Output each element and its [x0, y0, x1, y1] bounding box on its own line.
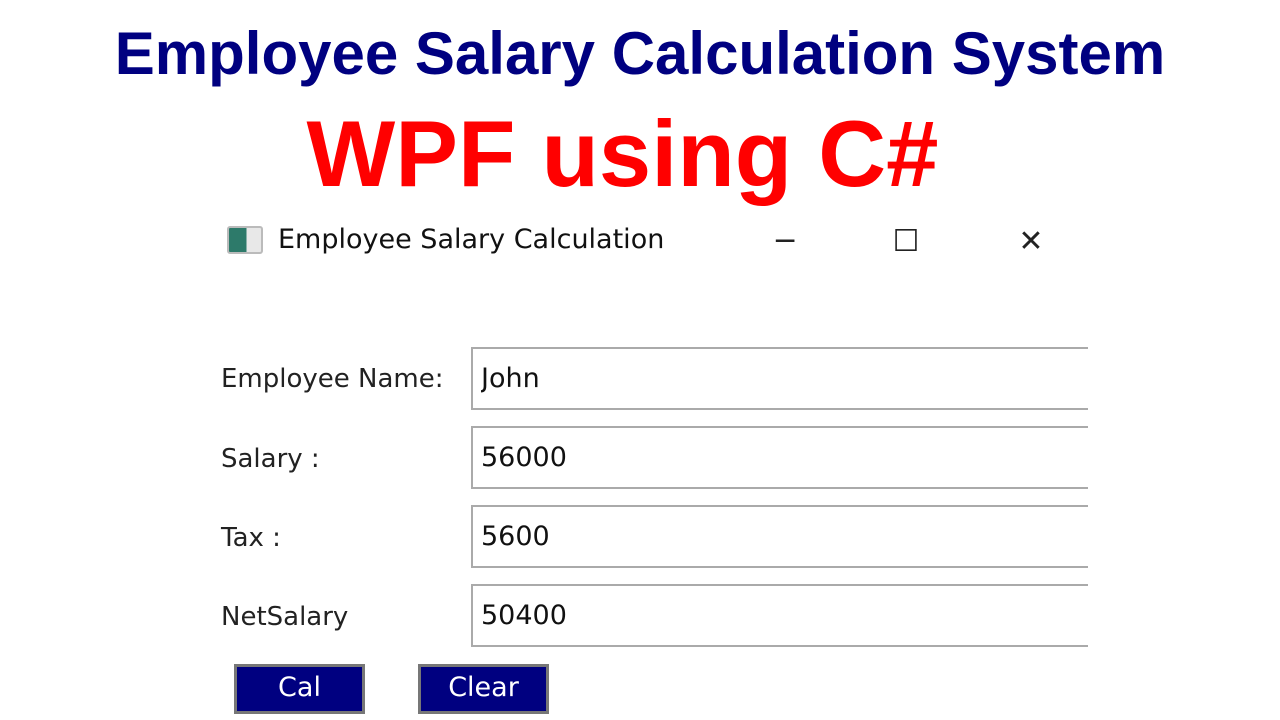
tax-label: Tax :: [221, 523, 281, 553]
net-salary-input[interactable]: [471, 584, 1111, 647]
tax-input[interactable]: [471, 505, 1111, 568]
employee-name-label: Employee Name:: [221, 364, 444, 394]
cal-button[interactable]: Cal: [234, 664, 365, 714]
app-window-icon: [227, 226, 263, 254]
maximize-button[interactable]: ☐: [892, 224, 920, 259]
banner-title: Employee Salary Calculation System: [114, 20, 1166, 87]
net-salary-label: NetSalary: [221, 602, 349, 632]
close-button[interactable]: ✕: [1018, 224, 1044, 259]
salary-label: Salary :: [221, 444, 320, 474]
clear-button[interactable]: Clear: [418, 664, 549, 714]
minimize-button[interactable]: ─: [775, 224, 795, 259]
window-edge-clip: [1088, 330, 1280, 670]
banner-subtitle: WPF using C#: [306, 101, 939, 206]
salary-input[interactable]: [471, 426, 1111, 489]
employee-name-input[interactable]: [471, 347, 1111, 410]
window-title: Employee Salary Calculation: [278, 224, 665, 255]
